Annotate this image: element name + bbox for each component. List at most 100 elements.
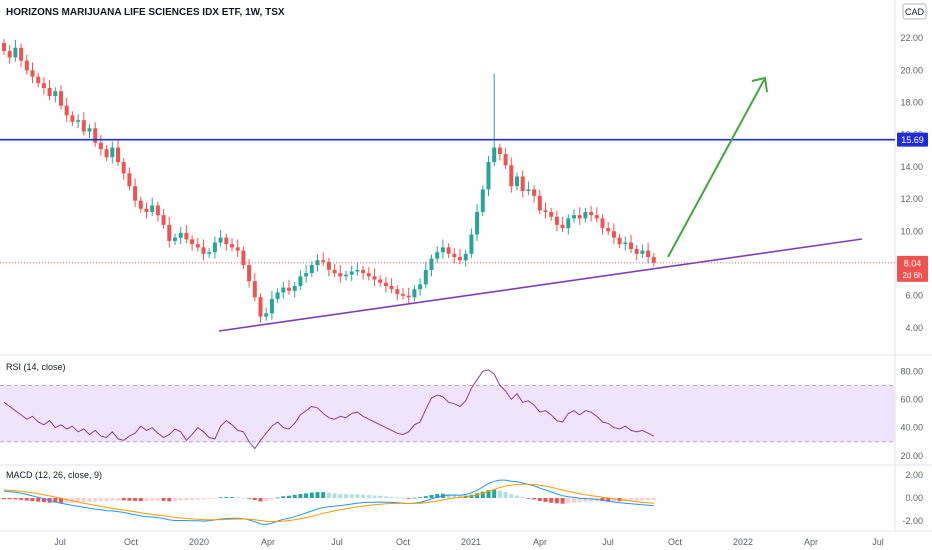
- macd-histogram-bar: [2, 498, 6, 500]
- macd-histogram-bar: [372, 495, 377, 498]
- macd-histogram-bar: [492, 489, 497, 498]
- macd-histogram-bar: [475, 493, 480, 498]
- macd-histogram-bar: [566, 498, 571, 504]
- candle-body: [178, 232, 183, 238]
- time-tick-label: 2022: [733, 537, 753, 547]
- price-tick-label: 20.00: [900, 65, 923, 75]
- macd-histogram-bar: [235, 497, 240, 498]
- candle-body: [207, 252, 212, 254]
- candle-body: [583, 211, 588, 219]
- macd-histogram-bar: [13, 498, 18, 500]
- macd-histogram-bar: [138, 498, 143, 502]
- macd-histogram-bar: [378, 495, 383, 498]
- macd-histogram-bar: [41, 498, 46, 503]
- candle-body: [566, 218, 571, 229]
- macd-histogram-bar: [577, 498, 582, 503]
- macd-histogram-bar: [651, 498, 656, 501]
- macd-histogram-bar: [532, 498, 537, 500]
- macd-histogram-bar: [383, 496, 388, 498]
- macd-histogram-bar: [497, 490, 502, 498]
- macd-histogram-bar: [629, 498, 633, 501]
- currency-badge[interactable]: CAD: [902, 3, 927, 20]
- candle-body: [184, 232, 189, 240]
- time-tick-label: Apr: [804, 537, 818, 547]
- macd-histogram-bar: [121, 498, 126, 501]
- macd-histogram-bar: [361, 494, 366, 498]
- macd-histogram-bar: [269, 498, 274, 500]
- projection-arrow-shaft[interactable]: [667, 79, 765, 258]
- candle-body: [269, 298, 274, 314]
- candle-body: [121, 162, 126, 174]
- candle-body: [201, 247, 206, 254]
- price-tick-label: 6.00: [905, 291, 923, 301]
- macd-histogram-bar: [543, 498, 548, 502]
- macd-histogram-bar: [646, 498, 651, 501]
- candle-body: [492, 147, 497, 163]
- macd-histogram-bar: [583, 498, 588, 502]
- macd-histogram-bar: [554, 498, 559, 504]
- macd-histogram-bar: [389, 496, 394, 498]
- macd-histogram-bar: [355, 494, 360, 498]
- macd-histogram-bar: [53, 498, 58, 503]
- candle-body: [606, 228, 611, 232]
- macd-histogram-bar: [224, 497, 229, 498]
- candle-body: [173, 237, 177, 241]
- macd-histogram-bar: [589, 498, 594, 502]
- candle-body: [503, 154, 508, 166]
- macd-histogram-bar: [326, 492, 331, 498]
- time-axis[interactable]: Jul Oct 2020 Apr Jul Oct 2021 Apr Jul Oct 2022 Apr J…: [0, 530, 932, 547]
- candle-body: [2, 42, 6, 51]
- macd-histogram-bar: [76, 498, 81, 503]
- macd-histogram-bar: [167, 498, 172, 502]
- macd-histogram-bar: [611, 498, 616, 502]
- macd-histogram-bar: [480, 491, 485, 498]
- support-trendline[interactable]: [218, 238, 863, 332]
- macd-histogram-bar: [155, 498, 160, 501]
- resistance-price-label: 15.69: [901, 135, 924, 145]
- candle-body: [53, 91, 58, 97]
- candle-body: [59, 91, 63, 106]
- macd-histogram-bar: [304, 493, 309, 498]
- time-tick-label: Jul: [331, 537, 343, 547]
- macd-histogram-bar: [36, 498, 41, 502]
- candle-body: [577, 215, 582, 219]
- candle-body: [486, 162, 491, 190]
- macd-histogram-bar: [349, 494, 354, 498]
- candle-body: [104, 149, 109, 158]
- candle-body: [13, 47, 18, 58]
- candle-body: [469, 234, 474, 254]
- macd-histogram-bar: [423, 496, 428, 498]
- macd-histogram-bar: [70, 498, 75, 503]
- macd-histogram-bar: [110, 498, 115, 501]
- rsi-tick-label: 20.00: [900, 451, 923, 461]
- macd-histogram-bar: [19, 498, 24, 500]
- macd-histogram-bar: [509, 494, 514, 498]
- candle-body: [383, 282, 388, 286]
- candle-body: [133, 186, 138, 201]
- macd-histogram-bar: [7, 498, 12, 500]
- macd-histogram-bar: [98, 498, 103, 502]
- macd-tick-label: -2.00: [902, 516, 923, 526]
- candle-body: [224, 237, 229, 245]
- macd-histogram-bar: [315, 492, 320, 498]
- candle-body: [543, 210, 548, 212]
- candle-body: [560, 224, 565, 229]
- macd-histogram-bar: [258, 498, 263, 502]
- last-price-tag: [897, 255, 928, 282]
- candle-body: [70, 115, 75, 122]
- candle-body: [127, 173, 132, 187]
- candle-body: [64, 105, 69, 116]
- rsi-band: [0, 385, 895, 442]
- candle-body: [281, 287, 286, 293]
- candle-body: [418, 284, 423, 290]
- macd-histogram-bar: [366, 495, 371, 498]
- signal-line: [3, 483, 654, 523]
- macd-histogram-bar: [395, 497, 400, 499]
- macd-histogram-bar: [173, 498, 177, 502]
- candle-body: [275, 292, 280, 299]
- macd-histogram-bar: [549, 498, 554, 503]
- price-tick-label: 10.00: [900, 226, 923, 236]
- time-tick-label: Apr: [261, 537, 275, 547]
